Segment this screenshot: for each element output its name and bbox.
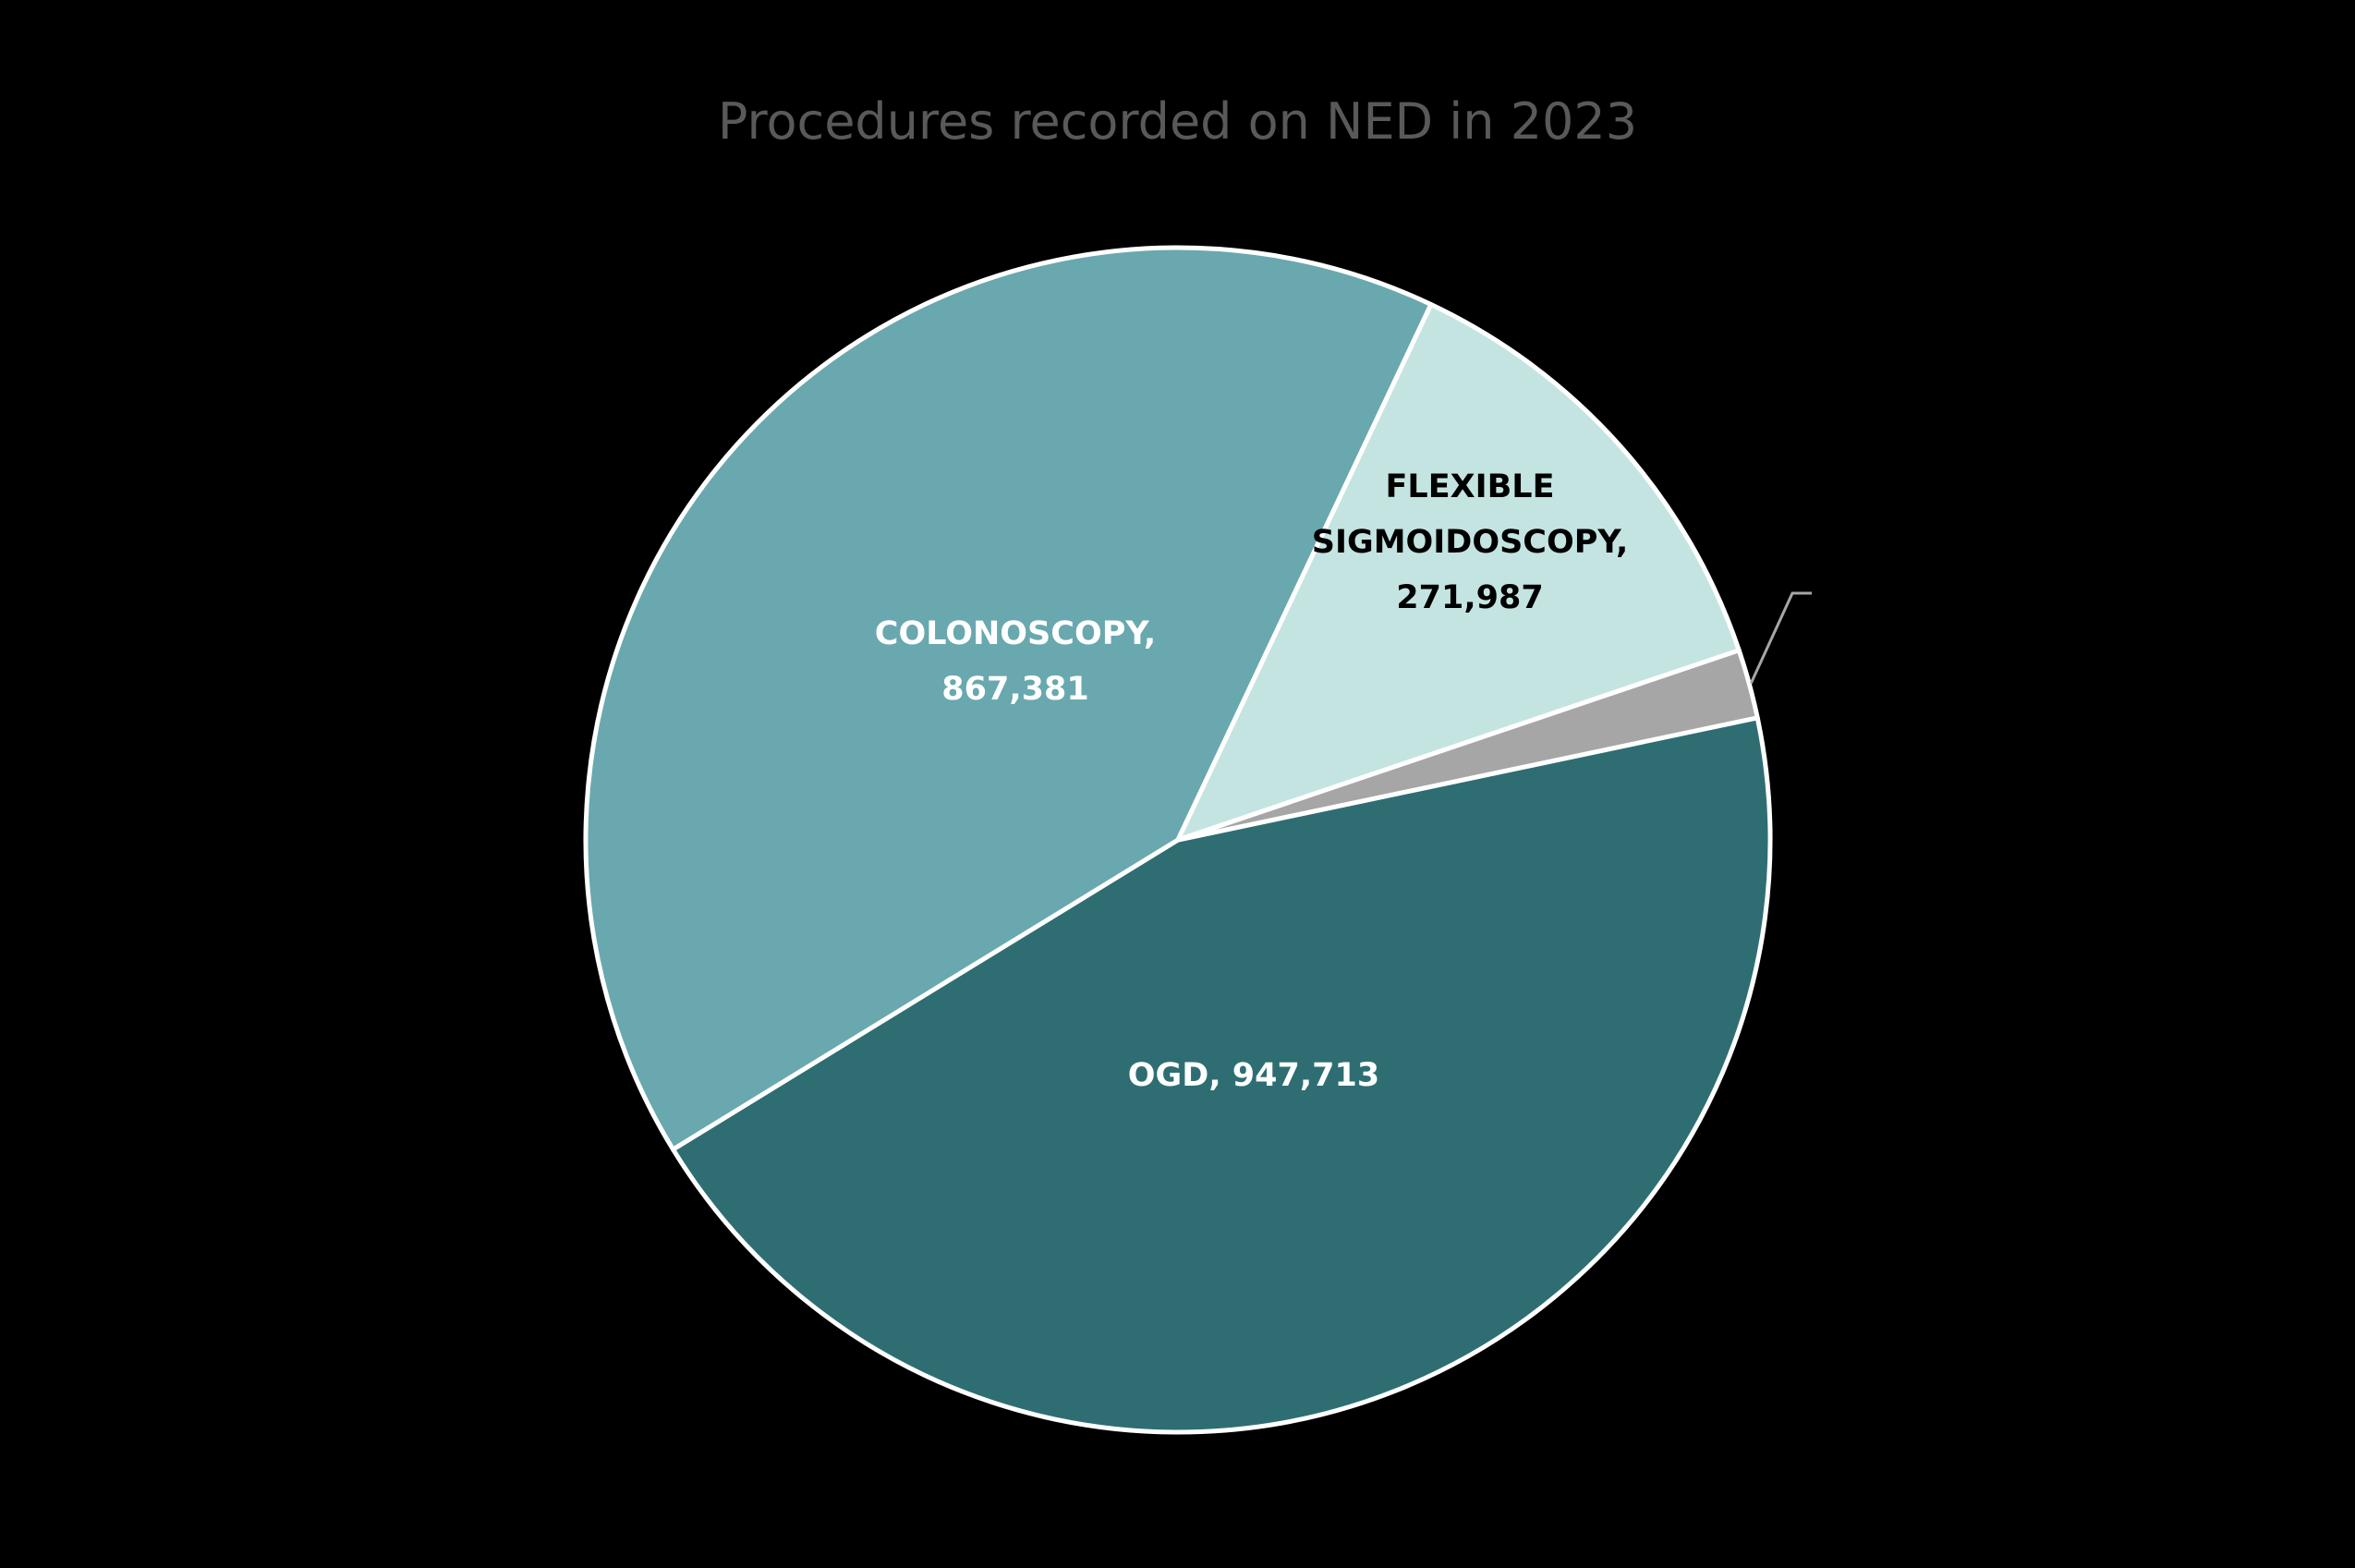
pie-slice-colonoscopy (583, 245, 1434, 1152)
leader-line (1749, 591, 1812, 685)
slice-label-flexible-sigmoidoscopy: FLEXIBLE SIGMOIDOSCOPY, 271,987 (1312, 468, 1629, 616)
chart-title: Procedures recorded on NED in 2023 (717, 92, 1638, 151)
slice-label-ogd: OGD, 947,713 (1128, 1057, 1379, 1094)
pie-slice-flexible-sigmoidoscopy (1175, 301, 1742, 843)
pie-slice-ogd (670, 715, 1773, 1435)
pie-slice-other (1175, 648, 1760, 843)
slice-label-colonoscopy: COLONOSCOPY, 867,381 (875, 615, 1156, 708)
